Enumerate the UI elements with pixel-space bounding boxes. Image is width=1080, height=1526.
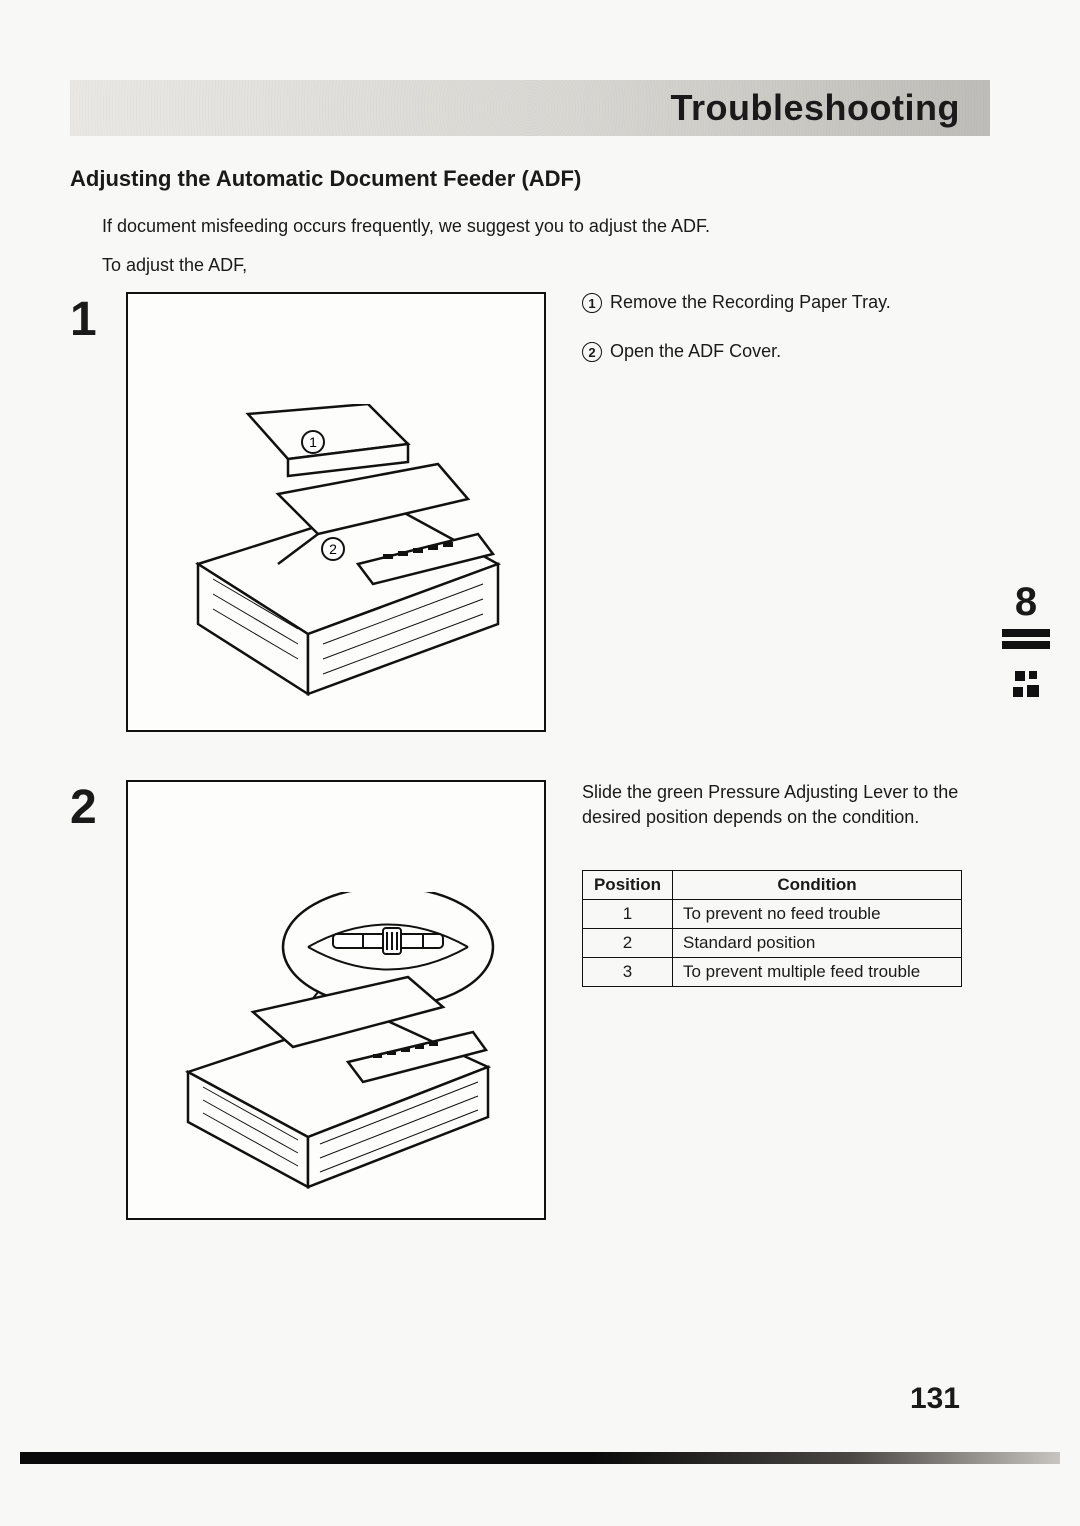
chapter-bars-icon (1002, 629, 1050, 649)
intro-text: If document misfeeding occurs frequently… (102, 216, 990, 237)
table-cell: 3 (583, 958, 673, 987)
footer-bar (20, 1452, 1060, 1464)
table-header-condition: Condition (673, 871, 962, 900)
table-cell: Standard position (673, 929, 962, 958)
step-1-row: 1 1 (70, 292, 990, 732)
table-cell: 2 (583, 929, 673, 958)
svg-text:2: 2 (329, 541, 337, 557)
table-cell: 1 (583, 900, 673, 929)
thumb-index-icon (1002, 669, 1050, 710)
step-2-text: Slide the green Pressure Adjusting Lever… (546, 780, 990, 987)
table-row: 3 To prevent multiple feed trouble (583, 958, 962, 987)
svg-text:1: 1 (309, 434, 317, 450)
table-row: 1 To prevent no feed trouble (583, 900, 962, 929)
table-cell: To prevent multiple feed trouble (673, 958, 962, 987)
page-number: 131 (910, 1382, 960, 1416)
chapter-banner: Troubleshooting (70, 80, 990, 136)
circled-number-icon: 1 (582, 293, 602, 313)
step-2-figure (126, 780, 546, 1220)
step-1-line-2-text: Open the ADF Cover. (610, 341, 781, 362)
section-title: Adjusting the Automatic Document Feeder … (70, 166, 990, 192)
chapter-number: 8 (1002, 580, 1050, 625)
condition-table: Position Condition 1 To prevent no feed … (582, 870, 962, 987)
table-header-position: Position (583, 871, 673, 900)
step-1-text: 1 Remove the Recording Paper Tray. 2 Ope… (546, 292, 990, 390)
step-2-number: 2 (70, 780, 126, 832)
sub-intro-text: To adjust the ADF, (102, 255, 990, 276)
circled-number-icon: 2 (582, 342, 602, 362)
table-cell: To prevent no feed trouble (673, 900, 962, 929)
table-row: 2 Standard position (583, 929, 962, 958)
step-1-figure: 1 (126, 292, 546, 732)
fax-machine-lever-illustration (158, 892, 518, 1192)
step-1-line-2: 2 Open the ADF Cover. (582, 341, 990, 362)
chapter-banner-title: Troubleshooting (671, 87, 960, 129)
step-2-desc: Slide the green Pressure Adjusting Lever… (582, 780, 990, 830)
chapter-tab: 8 (1002, 580, 1050, 710)
step-1-number: 1 (70, 292, 126, 344)
step-1-line-1: 1 Remove the Recording Paper Tray. (582, 292, 990, 313)
fax-machine-illustration: 1 (158, 404, 518, 704)
step-1-line-1-text: Remove the Recording Paper Tray. (610, 292, 891, 313)
step-2-row: 2 (70, 780, 990, 1220)
